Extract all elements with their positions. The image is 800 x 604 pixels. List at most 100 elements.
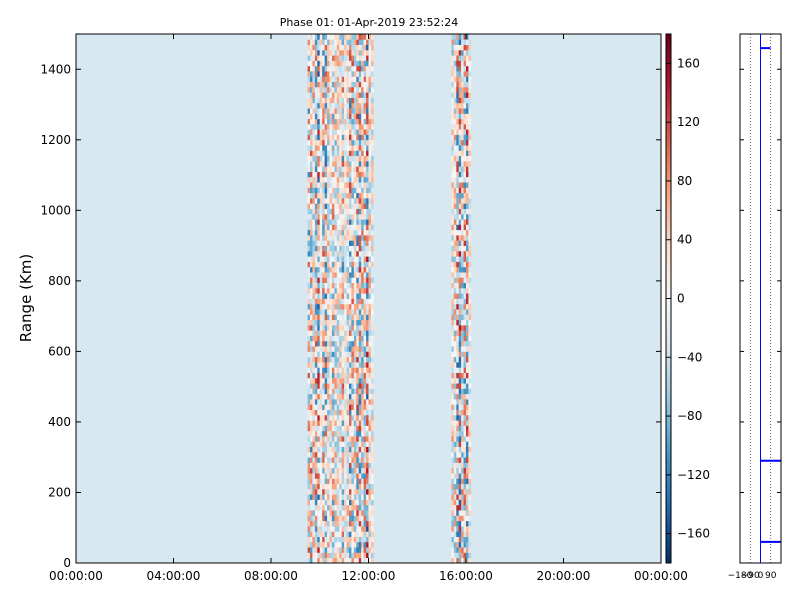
heatmap-cell	[361, 314, 364, 321]
heatmap-cell	[349, 552, 352, 559]
heatmap-cell	[356, 309, 360, 315]
heatmap-cell	[463, 436, 467, 442]
heatmap-cell	[322, 203, 325, 209]
heatmap-cell	[314, 171, 318, 178]
heatmap-cell	[363, 65, 367, 72]
heatmap-cell	[344, 49, 347, 56]
heatmap-cell	[368, 362, 372, 368]
heatmap-cell	[363, 393, 367, 400]
heatmap-cell	[344, 182, 347, 188]
heatmap-cell	[463, 155, 467, 162]
heatmap-cell	[366, 494, 369, 500]
heatmap-cell	[453, 171, 457, 178]
heatmap-cell	[366, 473, 369, 479]
heatmap-cell	[468, 224, 472, 231]
heatmap-cell	[322, 97, 325, 104]
heatmap-cell	[356, 478, 360, 485]
heatmap-cell	[312, 420, 316, 426]
heatmap-cell	[310, 557, 313, 564]
heatmap-cell	[353, 319, 357, 326]
heatmap-cell	[322, 420, 325, 426]
heatmap-cell	[358, 198, 362, 204]
heatmap-cell	[468, 478, 472, 485]
heatmap-cell	[346, 129, 350, 135]
heatmap-cell	[327, 557, 330, 564]
heatmap-cell	[458, 76, 462, 82]
heatmap-cell	[327, 213, 330, 220]
heatmap-cell	[349, 388, 352, 395]
heatmap-cell	[363, 293, 367, 299]
heatmap-cell	[456, 266, 460, 273]
heatmap-cell	[361, 420, 364, 426]
heatmap-cell	[370, 303, 374, 310]
heatmap-cell	[461, 340, 464, 347]
heatmap-cell	[331, 129, 335, 135]
heatmap-cell	[307, 557, 311, 564]
heatmap-cell	[319, 240, 323, 246]
heatmap-cell	[319, 488, 323, 495]
heatmap-cell	[368, 76, 372, 82]
heatmap-cell	[331, 240, 335, 246]
heatmap-cell	[353, 436, 357, 442]
heatmap-cell	[363, 203, 367, 209]
heatmap-cell	[322, 134, 325, 141]
heatmap-cell	[466, 467, 469, 474]
heatmap-cell	[339, 182, 342, 188]
heatmap-cell	[366, 161, 369, 167]
heatmap-cell	[468, 118, 472, 125]
heatmap-cell	[458, 293, 462, 299]
heatmap-cell	[356, 213, 360, 220]
heatmap-cell	[336, 383, 340, 389]
heatmap-cell	[324, 330, 328, 336]
heatmap-cell	[358, 176, 362, 183]
heatmap-cell	[366, 531, 369, 537]
heatmap-cell	[451, 383, 455, 389]
colorbar-tick-label: −120	[677, 468, 710, 482]
heatmap-cell	[341, 467, 345, 474]
heatmap-cell	[319, 372, 323, 379]
heatmap-cell	[307, 129, 311, 135]
heatmap-cell	[312, 436, 316, 442]
heatmap-cell	[363, 414, 367, 421]
heatmap-cell	[463, 473, 467, 479]
heatmap-cell	[319, 213, 323, 220]
heatmap-cell	[466, 134, 469, 141]
heatmap-cell	[331, 134, 335, 141]
heatmap-cell	[312, 129, 316, 135]
heatmap-cell	[453, 176, 457, 183]
heatmap-cell	[351, 399, 355, 405]
heatmap-cell	[310, 108, 313, 114]
heatmap-cell	[358, 547, 362, 553]
heatmap-cell	[314, 219, 318, 225]
heatmap-cell	[370, 462, 374, 469]
heatmap-cell	[331, 171, 335, 178]
heatmap-cell	[361, 346, 364, 352]
heatmap-cell	[351, 39, 355, 45]
heatmap-cell	[339, 388, 342, 395]
heatmap-cell	[331, 155, 335, 162]
heatmap-cell	[319, 494, 323, 500]
heatmap-cell	[336, 483, 340, 490]
heatmap-cell	[346, 367, 350, 373]
heatmap-cell	[324, 224, 328, 231]
heatmap-cell	[322, 367, 325, 373]
heatmap-cell	[339, 192, 342, 199]
heatmap-cell	[319, 473, 323, 479]
heatmap-cell	[317, 346, 321, 352]
heatmap-cell	[310, 150, 313, 157]
heatmap-cell	[322, 541, 325, 548]
heatmap-cell	[466, 441, 469, 447]
heatmap-cell	[314, 425, 318, 432]
heatmap-cell	[346, 494, 350, 500]
heatmap-cell	[317, 282, 321, 289]
heatmap-cell	[451, 272, 455, 278]
heatmap-cell	[341, 76, 345, 82]
heatmap-cell	[317, 192, 321, 199]
heatmap-cell	[312, 266, 316, 273]
heatmap-cell	[370, 86, 374, 93]
heatmap-cell	[317, 277, 321, 283]
heatmap-cell	[307, 171, 311, 178]
heatmap-cell	[339, 467, 342, 474]
heatmap-cell	[314, 118, 318, 125]
heatmap-cell	[456, 71, 460, 77]
